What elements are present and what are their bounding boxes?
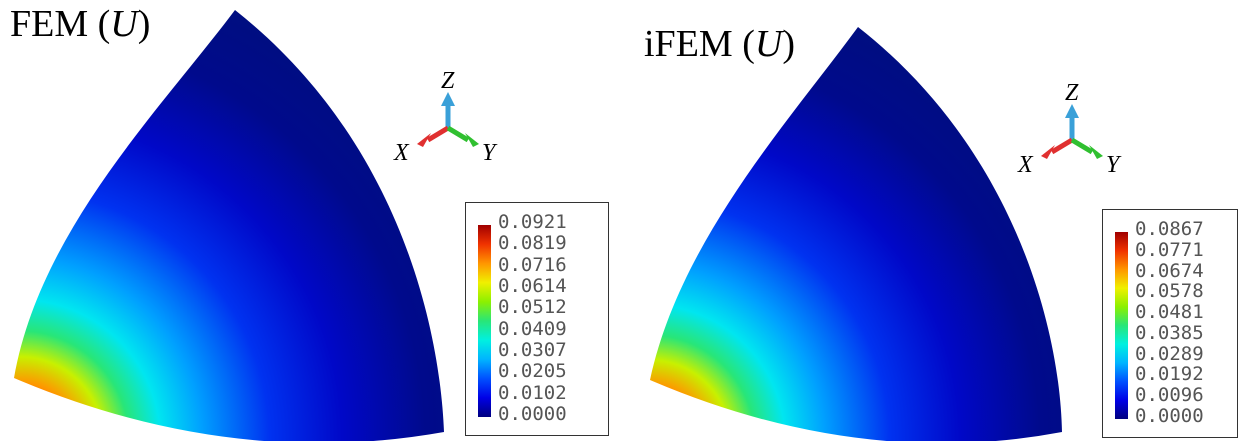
legend-value: 0.0307 [498,339,567,361]
colorbar [478,225,491,417]
axis-triad-fem: Z X Y [393,68,498,166]
legend-value: 0.0289 [1135,342,1204,365]
legend-value: 0.0578 [1135,280,1204,303]
legend-value: 0.0771 [1135,238,1204,261]
legend-value: 0.0192 [1135,363,1204,386]
legend-value: 0.0867 [1135,218,1204,240]
legend-value: 0.0819 [498,232,567,255]
axis-y-label: Y [1106,152,1122,178]
color-legend-ifem: 0.0867 0.0771 0.0674 0.0578 0.0481 0.0385 0.02… [1102,209,1238,438]
axis-x-label: X [393,140,410,166]
legend-value: 0.0205 [498,360,567,383]
axis-x-label: X [1017,152,1034,178]
panel-title-ifem: iFEM (U) [644,22,795,66]
title-prefix: iFEM ( [644,23,755,65]
axis-y-label: Y [482,140,498,166]
legend-value: 0.0000 [498,403,567,425]
legend-value: 0.0102 [498,381,567,404]
title-variable: U [754,23,783,65]
contour-surface-ifem [650,27,1062,441]
title-variable: U [110,3,138,45]
legend-value: 0.0000 [1135,405,1204,427]
legend-value: 0.0512 [498,296,567,319]
title-prefix: FEM ( [10,3,111,45]
axis-triad-ifem: Z X Y [1017,80,1122,178]
legend-value: 0.0481 [1135,301,1204,324]
colorbar [1115,232,1128,419]
legend-value: 0.0385 [1135,321,1204,344]
legend-value: 0.0409 [498,317,567,340]
title-suffix: ) [137,3,151,45]
contour-surface-fem [14,10,444,441]
legend-value: 0.0921 [498,211,567,233]
legend-value: 0.0614 [498,275,567,297]
panel-title-fem: FEM (U) [10,2,150,46]
legend-value: 0.0674 [1135,259,1204,282]
axis-z-label: Z [441,68,455,94]
color-legend-fem: 0.0921 0.0819 0.0716 0.0614 0.0512 0.0409 0.03… [465,202,609,436]
legend-value: 0.0096 [1135,384,1204,407]
axis-z-label: Z [1065,80,1079,106]
legend-value: 0.0716 [498,253,567,276]
title-suffix: ) [782,23,795,65]
